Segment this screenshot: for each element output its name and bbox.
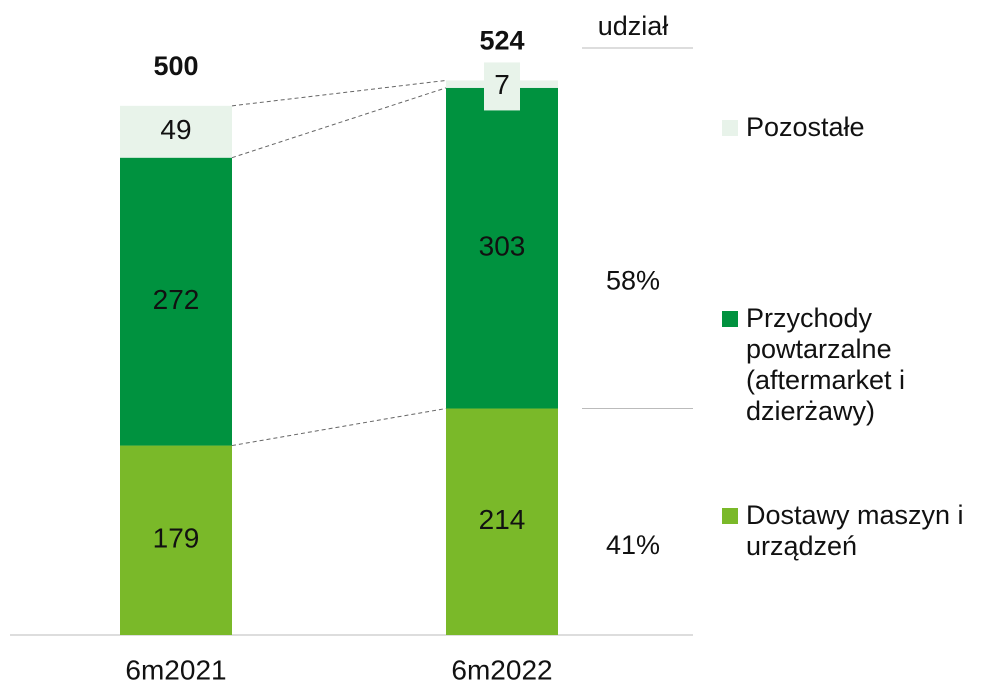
legend-swatch	[722, 311, 738, 327]
share-title: udział	[598, 11, 669, 41]
legend-item: Przychody powtarzalne (aftermarket i dzi…	[722, 303, 984, 427]
value-label: 179	[153, 523, 200, 554]
value-label: 7	[494, 69, 510, 100]
legend-swatch	[722, 508, 738, 524]
legend-item: Pozostałe	[722, 112, 984, 143]
value-label: 49	[160, 114, 191, 145]
bar-segment	[120, 105, 232, 158]
legend-label: Pozostałe	[746, 112, 865, 142]
connector	[231, 408, 447, 447]
connector	[231, 79, 447, 107]
bar-segment	[446, 87, 558, 409]
x-tick-label: 6m2022	[451, 654, 552, 685]
legend-item: Dostawy maszyn i urządzeń	[722, 500, 984, 562]
total-label: 500	[153, 51, 198, 81]
bar-segment	[120, 445, 232, 635]
total-label: 524	[479, 26, 524, 56]
legend-label: Przychody powtarzalne (aftermarket i dzi…	[746, 303, 906, 426]
share-label: 41%	[606, 530, 660, 560]
legend-swatch	[722, 120, 738, 136]
label-box	[484, 62, 520, 111]
value-label: 303	[479, 231, 526, 262]
value-label: 214	[479, 504, 526, 535]
bar-segment	[120, 157, 232, 446]
legend-label: Dostawy maszyn i urządzeń	[746, 500, 964, 561]
share-label: 58%	[606, 265, 660, 295]
x-tick-label: 6m2021	[125, 654, 226, 685]
value-label: 272	[153, 284, 200, 315]
bar-segment	[446, 408, 558, 635]
connector	[231, 87, 447, 159]
